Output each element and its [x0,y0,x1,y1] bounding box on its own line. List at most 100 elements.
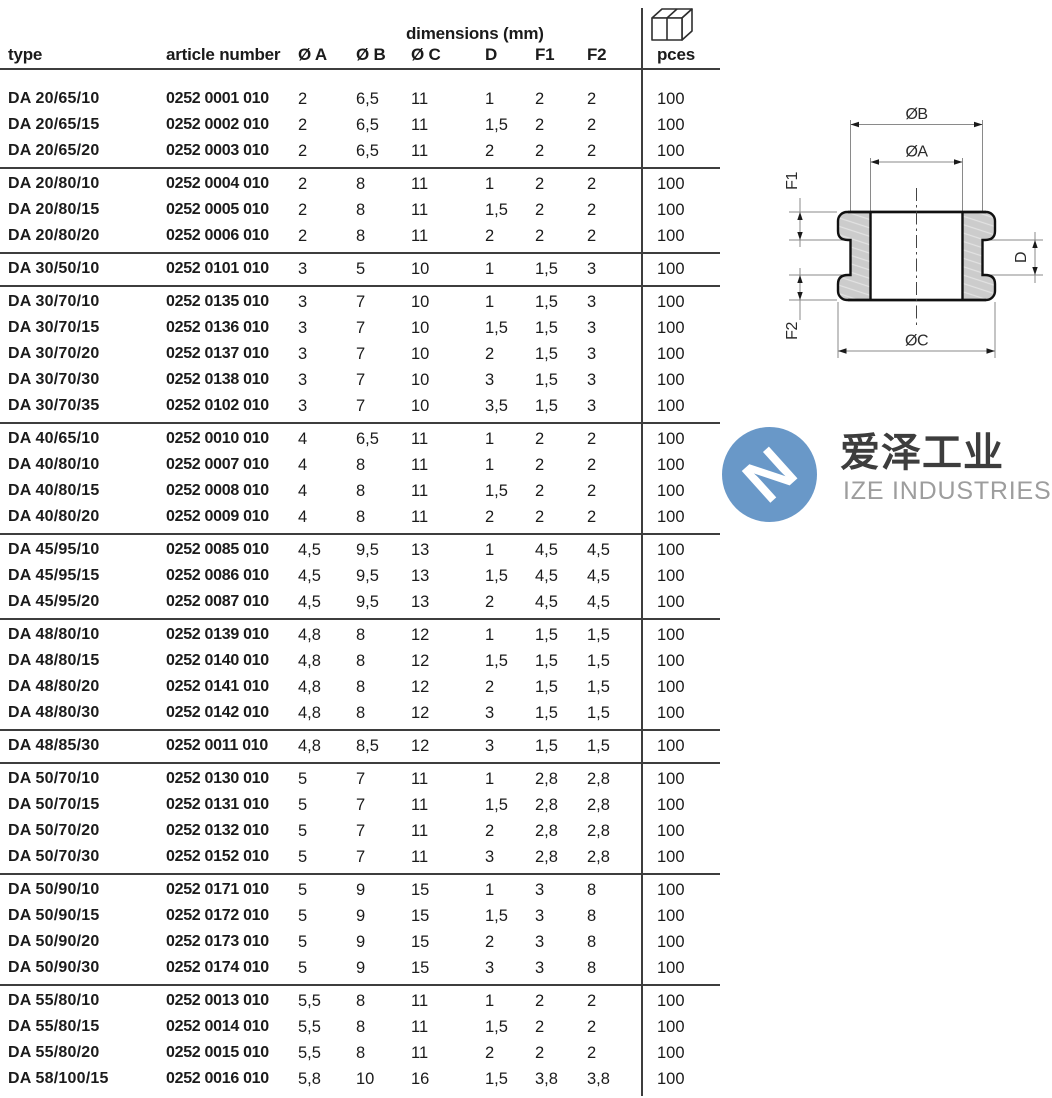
article-number-cell: 0252 0006 010 [166,227,269,244]
article-number-cell: 0252 0101 010 [166,260,269,277]
dia-b-cell: 6,5 [356,430,379,448]
dia-b-cell: 6,5 [356,116,379,134]
dia-a-cell: 3 [298,345,308,363]
f1-cell: 1,5 [535,397,558,415]
f2-cell: 2 [587,116,597,134]
f1-cell: 2 [535,508,545,526]
f2-cell: 2 [587,430,597,448]
d-cell: 1 [485,770,495,788]
pces-cell: 100 [657,770,685,788]
dia-b-cell: 9 [356,933,366,951]
table-row: DA 48/85/30 0252 0011 010 4,8 8,5 12 3 1,5 1,5 1… [0,733,720,759]
f1-cell: 2 [535,430,545,448]
f2-cell: 2 [587,456,597,474]
d-cell: 2 [485,142,495,160]
dia-b-cell: 10 [356,1070,375,1088]
f2-cell: 3 [587,260,597,278]
type-cell: DA 50/70/10 [8,770,100,787]
d-cell: 3 [485,737,495,755]
pces-cell: 100 [657,822,685,840]
table-row: DA 45/95/10 0252 0085 010 4,5 9,5 13 1 4,5 4,5 1… [0,537,720,563]
type-cell: DA 50/90/15 [8,907,100,924]
table-row: DA 55/80/15 0252 0014 010 5,5 8 11 1,5 2 2 100 [0,1014,720,1040]
article-number-cell: 0252 0085 010 [166,541,269,558]
table-row: DA 50/90/15 0252 0172 010 5 9 15 1,5 3 8 100 [0,903,720,929]
type-cell: DA 30/70/15 [8,319,100,336]
pces-cell: 100 [657,678,685,696]
table-group: DA 50/70/10 0252 0130 010 5 7 11 1 2,8 2,8 100 DA… [0,764,720,875]
dia-a-cell: 4 [298,430,308,448]
table-row: DA 50/70/15 0252 0131 010 5 7 11 1,5 2,8 2,8 100 [0,792,720,818]
dia-a-cell: 4,8 [298,652,321,670]
d-cell: 2 [485,933,495,951]
f2-cell: 8 [587,959,597,977]
f2-cell: 1,5 [587,737,610,755]
d-cell: 1,5 [485,1070,508,1088]
dim-label-b: ØB [905,106,927,123]
d-cell: 3 [485,371,495,389]
dimension-arrows [797,121,1038,354]
col-header-dia-b: Ø B [356,45,386,64]
dia-a-cell: 4,8 [298,737,321,755]
table-header: type article number Ø A Ø B Ø C D F1 F2 pces [0,42,720,68]
dia-a-cell: 3 [298,397,308,415]
type-cell: DA 40/80/15 [8,482,100,499]
col-header-type: type [8,45,43,64]
table-group: DA 50/90/10 0252 0171 010 5 9 15 1 3 8 100 DA 50/… [0,875,720,986]
f2-cell: 4,5 [587,541,610,559]
table-row: DA 50/90/10 0252 0171 010 5 9 15 1 3 8 100 [0,877,720,903]
f2-cell: 3 [587,345,597,363]
dia-c-cell: 12 [411,626,430,644]
d-cell: 1 [485,541,495,559]
article-number-cell: 0252 0137 010 [166,345,269,362]
dia-c-cell: 10 [411,293,430,311]
dia-b-cell: 6,5 [356,142,379,160]
type-cell: DA 30/70/20 [8,345,100,362]
article-number-cell: 0252 0011 010 [166,737,268,754]
article-number-cell: 0252 0003 010 [166,142,269,159]
type-cell: DA 50/90/30 [8,959,100,976]
pces-cell: 100 [657,397,685,415]
dia-c-cell: 12 [411,704,430,722]
pces-cell: 100 [657,293,685,311]
article-number-cell: 0252 0102 010 [166,397,269,414]
pces-cell: 100 [657,796,685,814]
f2-cell: 2 [587,1044,597,1062]
article-number-cell: 0252 0001 010 [166,90,269,107]
col-header-article-number: article number [166,45,281,64]
type-cell: DA 45/95/15 [8,567,100,584]
pces-cell: 100 [657,881,685,899]
f1-cell: 1,5 [535,652,558,670]
table-row: DA 30/70/15 0252 0136 010 3 7 10 1,5 1,5 3 100 [0,315,720,341]
f2-cell: 2,8 [587,848,610,866]
dia-c-cell: 15 [411,959,430,977]
dia-c-cell: 11 [411,1018,429,1036]
column-divider [641,8,643,1096]
article-number-cell: 0252 0171 010 [166,881,269,898]
table-row: DA 30/50/10 0252 0101 010 3 5 10 1 1,5 3 100 [0,256,720,282]
pces-cell: 100 [657,142,685,160]
dia-b-cell: 8 [356,175,366,193]
type-cell: DA 30/70/30 [8,371,100,388]
d-cell: 2 [485,678,495,696]
dia-c-cell: 15 [411,881,430,899]
grommet-cross-section-drawing: ØB ØA ØC F1 F2 D [784,106,1043,358]
table-row: DA 50/90/30 0252 0174 010 5 9 15 3 3 8 100 [0,955,720,981]
f2-cell: 4,5 [587,593,610,611]
dia-a-cell: 5 [298,959,308,977]
d-cell: 1,5 [485,796,508,814]
dia-c-cell: 11 [411,1044,429,1062]
dia-c-cell: 13 [411,541,430,559]
table-row: DA 50/90/20 0252 0173 010 5 9 15 2 3 8 100 [0,929,720,955]
type-cell: DA 30/70/10 [8,293,100,310]
dia-b-cell: 8 [356,992,366,1010]
f1-cell: 1,5 [535,704,558,722]
col-header-dia-c: Ø C [411,45,441,64]
dia-b-cell: 9,5 [356,567,379,585]
f1-cell: 1,5 [535,345,558,363]
f1-cell: 1,5 [535,626,558,644]
col-header-f2: F2 [587,45,607,64]
f2-cell: 8 [587,881,597,899]
dia-c-cell: 11 [411,430,429,448]
article-number-cell: 0252 0008 010 [166,482,269,499]
